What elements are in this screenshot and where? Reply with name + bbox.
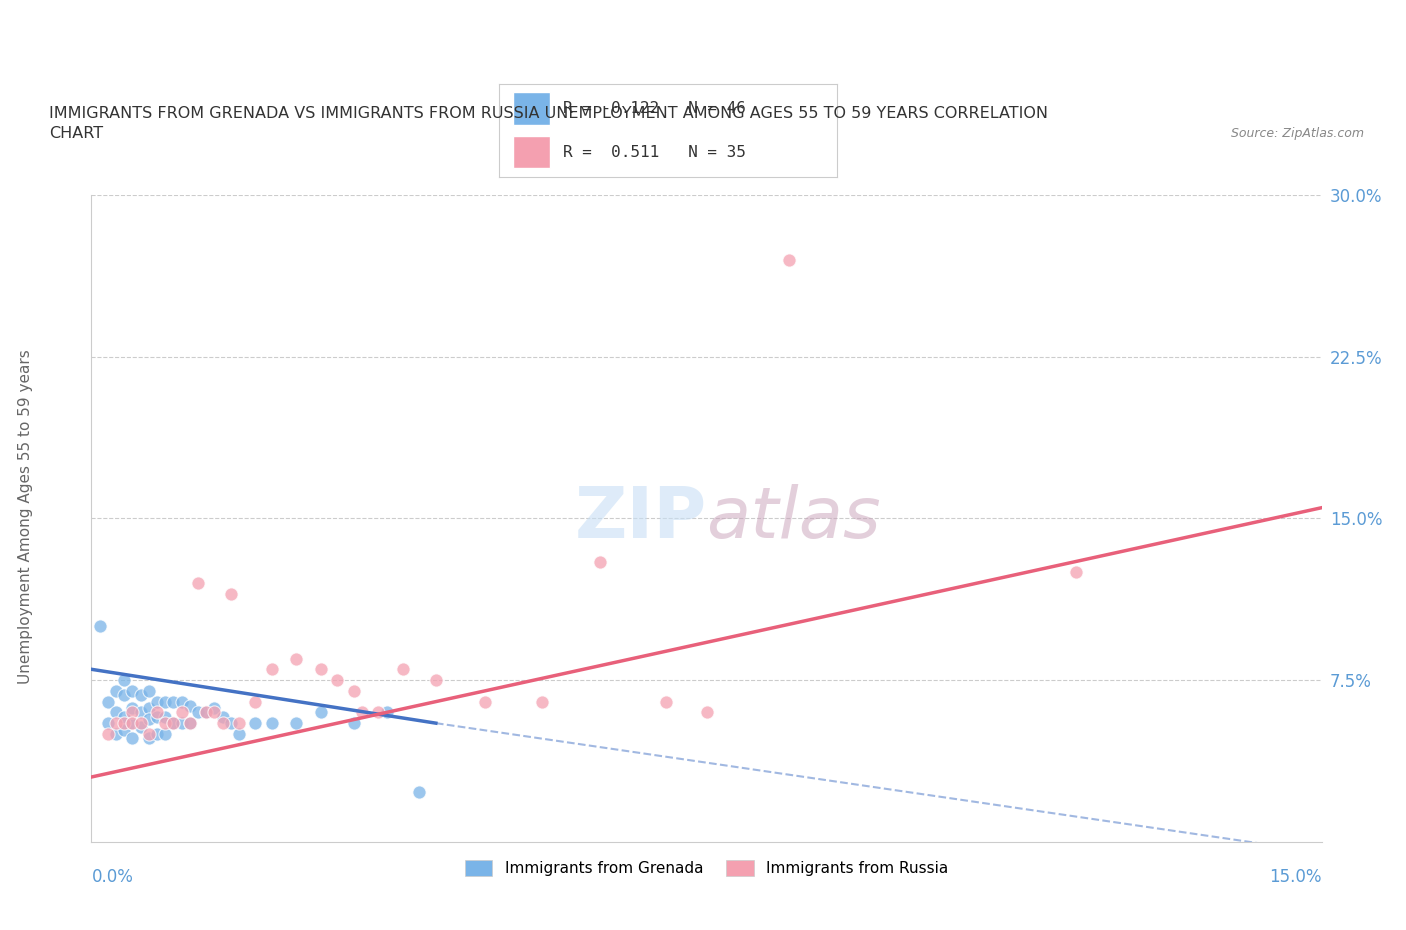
Point: [179, 716, 201, 731]
Point: [228, 716, 250, 731]
Point: [138, 726, 160, 741]
Text: Unemployment Among Ages 55 to 59 years: Unemployment Among Ages 55 to 59 years: [18, 349, 32, 684]
Point: [187, 705, 209, 720]
Point: [146, 726, 169, 741]
Point: [112, 710, 135, 724]
Text: CHART: CHART: [49, 126, 103, 141]
Point: [195, 705, 218, 720]
Point: [105, 726, 127, 741]
Point: [202, 705, 225, 720]
Point: [121, 716, 143, 731]
Point: [219, 587, 242, 602]
Text: Source: ZipAtlas.com: Source: ZipAtlas.com: [1230, 126, 1364, 140]
Point: [425, 672, 447, 687]
Point: [309, 662, 332, 677]
Text: ZIP: ZIP: [574, 484, 706, 553]
Point: [589, 554, 612, 569]
Point: [309, 705, 332, 720]
Point: [260, 662, 283, 677]
Point: [326, 672, 349, 687]
Point: [162, 716, 184, 731]
Point: [129, 705, 152, 720]
Point: [211, 710, 233, 724]
Point: [146, 694, 169, 709]
Point: [654, 694, 676, 709]
Point: [105, 684, 127, 698]
Point: [695, 705, 717, 720]
Point: [778, 253, 800, 268]
Point: [138, 700, 160, 715]
Point: [195, 705, 218, 720]
Point: [245, 716, 267, 731]
Point: [121, 684, 143, 698]
Point: [260, 716, 283, 731]
Point: [170, 705, 193, 720]
Point: [146, 705, 169, 720]
Point: [138, 711, 160, 726]
Point: [170, 716, 193, 731]
Point: [375, 705, 398, 720]
Point: [219, 716, 242, 731]
Point: [97, 694, 120, 709]
Point: [162, 694, 184, 709]
Point: [392, 662, 415, 677]
Point: [121, 731, 143, 746]
Point: [105, 705, 127, 720]
Text: 15.0%: 15.0%: [1270, 868, 1322, 885]
Point: [228, 726, 250, 741]
Point: [129, 687, 152, 702]
Point: [112, 716, 135, 731]
Point: [153, 710, 177, 724]
Point: [343, 684, 366, 698]
Point: [121, 700, 143, 715]
Point: [170, 694, 193, 709]
Point: [474, 694, 496, 709]
Point: [285, 651, 308, 666]
Point: [187, 576, 209, 591]
Point: [112, 687, 135, 702]
Point: [245, 694, 267, 709]
Text: R = -0.122   N = 46: R = -0.122 N = 46: [564, 100, 747, 116]
Point: [97, 716, 120, 731]
Point: [408, 785, 430, 800]
Point: [97, 726, 120, 741]
Point: [138, 684, 160, 698]
Point: [531, 694, 554, 709]
Point: [352, 705, 374, 720]
Point: [121, 705, 143, 720]
Text: 0.0%: 0.0%: [91, 868, 134, 885]
Point: [129, 720, 152, 735]
Point: [129, 716, 152, 731]
Point: [112, 723, 135, 737]
Point: [179, 698, 201, 713]
Point: [179, 716, 201, 731]
Text: atlas: atlas: [706, 484, 882, 553]
Point: [367, 705, 389, 720]
Point: [153, 694, 177, 709]
Point: [162, 716, 184, 731]
Bar: [513, 136, 550, 168]
Point: [202, 700, 225, 715]
Point: [1064, 565, 1087, 579]
Point: [146, 710, 169, 724]
Text: IMMIGRANTS FROM GRENADA VS IMMIGRANTS FROM RUSSIA UNEMPLOYMENT AMONG AGES 55 TO : IMMIGRANTS FROM GRENADA VS IMMIGRANTS FR…: [49, 106, 1049, 121]
Point: [89, 618, 111, 633]
Point: [211, 716, 233, 731]
Point: [112, 672, 135, 687]
Point: [138, 731, 160, 746]
Legend: Immigrants from Grenada, Immigrants from Russia: Immigrants from Grenada, Immigrants from…: [458, 855, 955, 883]
Text: R =  0.511   N = 35: R = 0.511 N = 35: [564, 144, 747, 160]
Point: [105, 716, 127, 731]
Point: [153, 726, 177, 741]
Point: [153, 716, 177, 731]
Point: [285, 716, 308, 731]
Point: [343, 716, 366, 731]
Point: [121, 716, 143, 731]
Bar: [513, 92, 550, 125]
